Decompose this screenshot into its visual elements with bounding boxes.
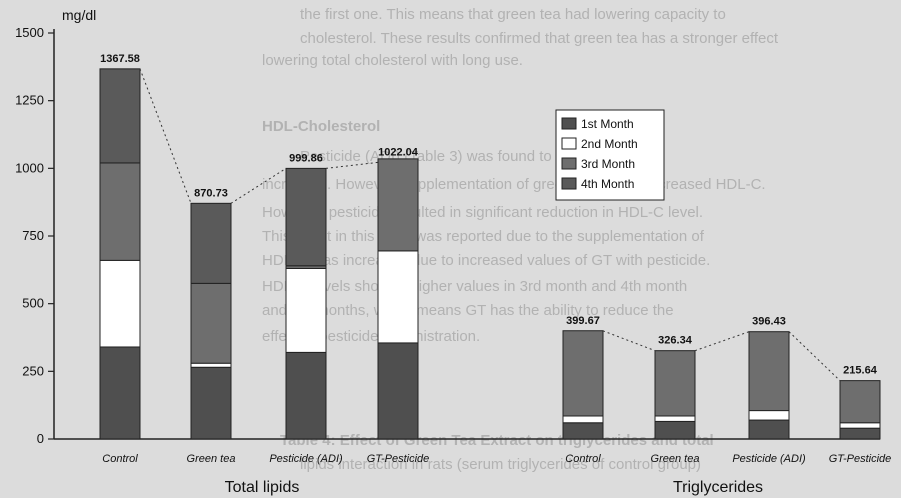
x-tick-label: Green tea [187, 453, 236, 465]
legend-entry-label: 3rd Month [581, 157, 635, 171]
bar-segment [562, 330, 604, 417]
bar-total-label: 999.86 [289, 152, 323, 164]
legend-entry-label: 2nd Month [581, 137, 638, 151]
bar-segment [748, 410, 790, 421]
background-text-line: lipids interaction in rats (serum trigly… [300, 456, 701, 473]
background-text-line: the first one. This means that green tea… [300, 6, 726, 23]
bar-segment [654, 420, 696, 440]
legend-swatch [561, 177, 577, 190]
legend-entry-label: 1st Month [581, 117, 634, 131]
bar-segment [377, 158, 419, 252]
bar-segment [562, 422, 604, 440]
bar-segment [839, 380, 881, 424]
bar-segment [654, 415, 696, 422]
bar-total-label: 1367.58 [100, 53, 140, 65]
bar-segment [190, 282, 232, 364]
bar-total-label: 399.67 [566, 315, 600, 327]
bar-segment [190, 202, 232, 284]
trend-connector [325, 161, 379, 169]
bar-segment [285, 167, 327, 267]
x-tick-label: Control [102, 453, 138, 465]
x-tick-label: Green tea [651, 453, 700, 465]
bar-segment [377, 342, 419, 440]
trend-connector [788, 331, 841, 381]
bar-segment [839, 422, 881, 429]
bar-segment [99, 259, 141, 348]
bar-segment [377, 250, 419, 344]
y-tick-label: 1500 [15, 25, 44, 40]
legend-entry-label: 4th Month [581, 177, 634, 191]
bar-segment [285, 267, 327, 353]
y-tick-label: 1000 [15, 160, 44, 175]
bar-total-label: 326.34 [658, 335, 693, 347]
x-tick-label: GT-Pesticide [367, 453, 430, 465]
y-tick-label: 750 [22, 228, 44, 243]
background-text-line: However, pesticide resulted in significa… [262, 204, 704, 221]
bar-segment [839, 427, 881, 440]
bar-segment [99, 162, 141, 261]
bar-total-label: 1022.04 [378, 146, 419, 158]
legend-swatch [561, 117, 577, 130]
background-text-line: and 4th months, which means GT has the a… [262, 302, 674, 319]
x-tick-label: Pesticide (ADI) [269, 453, 343, 465]
bar-segment [654, 350, 696, 417]
legend-swatch [561, 157, 577, 170]
background-text-line: HDL-C levels showed higher values in 3rd… [262, 278, 688, 295]
bar-segment [748, 331, 790, 412]
group-label: Triglycerides [673, 479, 763, 496]
trend-connector [602, 330, 656, 352]
y-tick-label: 250 [22, 363, 44, 378]
bar-segment [562, 415, 604, 424]
bar-total-label: 870.73 [194, 187, 228, 199]
background-text-line: cholesterol. These results confirmed tha… [300, 30, 779, 47]
bar-segment [99, 68, 141, 164]
y-tick-label: 1250 [15, 93, 44, 108]
background-text-line: lowering total cholesterol with long use… [262, 52, 523, 69]
trend-connector [694, 331, 750, 352]
background-text-line: HDL-Cholesterol [262, 118, 381, 135]
y-axis-unit-label: mg/dl [62, 7, 96, 23]
bar-segment [190, 362, 232, 368]
y-tick-label: 0 [37, 431, 44, 446]
legend-swatch [561, 137, 577, 150]
trend-connector [139, 68, 192, 204]
background-text-line: This result in this state was reported d… [262, 228, 704, 245]
bar-segment [285, 351, 327, 440]
x-tick-label: Control [565, 453, 601, 465]
bar-segment [748, 419, 790, 440]
background-text-line: HDL-C was increased due to increased val… [262, 252, 711, 269]
x-tick-label: GT-Pesticide [829, 453, 892, 465]
bar-total-label: 396.43 [752, 316, 786, 328]
trend-connector [230, 167, 287, 204]
y-tick-label: 500 [22, 296, 44, 311]
group-label: Total lipids [225, 479, 300, 496]
bar-total-label: 215.64 [843, 365, 878, 377]
x-tick-label: Pesticide (ADI) [732, 453, 806, 465]
bar-segment [99, 346, 141, 440]
bar-segment [190, 366, 232, 440]
